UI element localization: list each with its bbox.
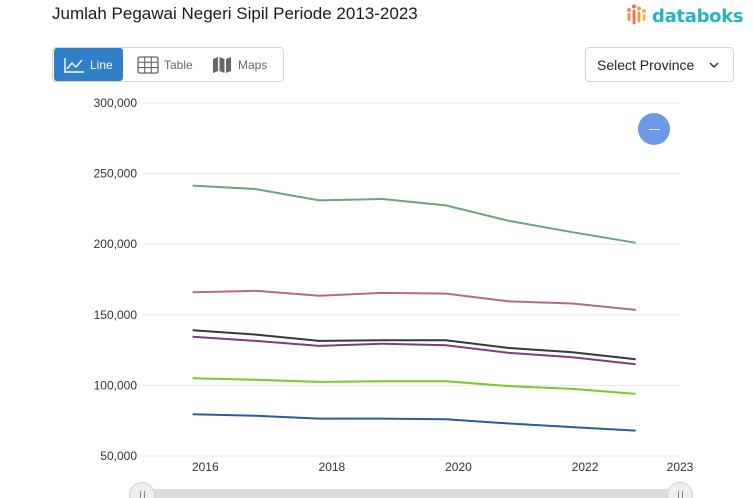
y-tick-label: 200,000 <box>94 237 138 251</box>
series-line-3[interactable] <box>192 329 636 361</box>
map-icon <box>213 56 231 73</box>
view-tabs: Line Table Maps <box>52 47 284 82</box>
line-chart-icon <box>64 57 84 73</box>
tab-line-label: Line <box>90 57 113 72</box>
y-tick-label: 300,000 <box>94 96 138 110</box>
y-tick-label: 150,000 <box>94 308 138 322</box>
minus-icon <box>648 128 660 130</box>
province-select[interactable]: Select Province <box>585 47 734 82</box>
chart-title: Jumlah Pegawai Negeri Sipil Periode 2013… <box>52 4 418 23</box>
x-tick-label: 2022 <box>572 460 599 474</box>
databoks-logo-icon <box>627 4 646 25</box>
tab-maps-label: Maps <box>238 57 268 72</box>
x-tick-label: 2023 <box>667 460 694 474</box>
chart-series <box>192 184 636 432</box>
chevron-down-icon <box>709 62 719 69</box>
series-line-1[interactable] <box>192 184 636 244</box>
zoom-out-button[interactable] <box>638 113 670 145</box>
databoks-logo[interactable]: databoks <box>626 4 744 28</box>
range-handle-end[interactable] <box>667 482 693 498</box>
series-line-2[interactable] <box>192 289 636 311</box>
chart-grid <box>142 102 680 457</box>
x-tick-label: 2018 <box>319 460 346 474</box>
tab-table-label: Table <box>164 57 193 72</box>
x-axis-ticks: 2016 2018 2020 2022 2023 <box>192 460 694 474</box>
table-grid-icon <box>137 55 159 74</box>
province-select-label: Select Province <box>597 56 695 73</box>
series-line-4[interactable] <box>192 335 636 366</box>
y-tick-label: 100,000 <box>94 378 138 392</box>
y-tick-label: 250,000 <box>94 167 138 181</box>
tab-maps[interactable]: Maps <box>203 48 267 81</box>
series-line-5[interactable] <box>192 377 636 395</box>
y-axis-ticks: 50,000 100,000 150,000 200,000 250,000 300,00… <box>94 96 138 463</box>
tab-line[interactable]: Line <box>54 48 123 81</box>
tab-table[interactable]: Table <box>123 48 203 81</box>
databoks-brand-text: databoks <box>652 5 744 27</box>
x-tick-label: 2020 <box>445 460 472 474</box>
y-tick-label: 50,000 <box>100 449 137 463</box>
x-tick-label: 2016 <box>192 460 219 474</box>
range-scrollbar[interactable] <box>142 489 680 498</box>
series-line-6[interactable] <box>192 413 636 432</box>
